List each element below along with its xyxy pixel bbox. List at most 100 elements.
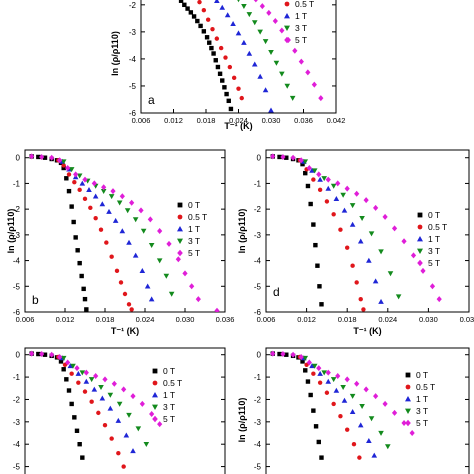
plot-frame [265, 347, 470, 474]
legend-marker [405, 396, 411, 402]
chart-panel-c: 0 -1 -2 -3 -4 -5 0 T 0.5 T 1 T 3 T 5 T [13, 347, 226, 474]
data-point [311, 371, 316, 376]
legend-entry: 1 T [188, 224, 200, 234]
data-point [345, 427, 350, 432]
data-point [71, 219, 76, 225]
y-tick-label: -5 [129, 82, 137, 91]
data-point [135, 426, 142, 432]
chart-panel-b: 0 -1 -2 -3 -4 -5 -60.006 0.012 0.018 0.024 0.030 0.… [6, 149, 234, 336]
data-point [280, 351, 286, 358]
data-point [74, 365, 80, 372]
legend-marker [152, 404, 158, 410]
data-point [100, 188, 107, 194]
series-1t [214, 0, 274, 113]
panel-label: b [32, 293, 39, 307]
data-point [319, 455, 324, 460]
legend-entry: 3 T [188, 236, 200, 246]
data-point [302, 159, 309, 165]
x-axis-label: T⁻¹ (K) [353, 326, 381, 336]
data-point [341, 397, 348, 403]
series-3t [60, 159, 175, 297]
data-point [359, 403, 365, 409]
data-point [182, 270, 188, 277]
data-point [217, 71, 223, 76]
data-point [69, 204, 74, 209]
series-3t [237, 0, 296, 101]
data-point [420, 267, 426, 274]
data-point [272, 18, 278, 25]
data-point [77, 187, 82, 193]
legend-entry: 1 T [416, 394, 428, 404]
data-point [246, 50, 253, 56]
data-point [60, 159, 67, 165]
data-point [305, 183, 311, 189]
series-5t [270, 350, 415, 437]
data-point [325, 378, 332, 384]
data-point [259, 3, 265, 10]
data-point [82, 389, 88, 394]
data-point [195, 296, 201, 303]
y-tick-label: -4 [129, 55, 137, 64]
legend-marker [152, 368, 158, 374]
x-tick-label: 0.018 [197, 116, 216, 125]
legend-marker [405, 372, 411, 378]
data-point [36, 154, 41, 160]
legend-entry: 0 T [416, 370, 428, 380]
data-point [130, 393, 136, 400]
legend-entry: 5 T [163, 414, 175, 424]
x-axis-label: T⁻¹ (K) [111, 326, 139, 336]
x-tick-label: 0.012 [297, 315, 316, 324]
series-1t [301, 355, 378, 458]
data-point [211, 51, 216, 56]
data-point [129, 307, 134, 312]
data-point [321, 176, 327, 182]
data-points [270, 350, 415, 460]
series-0t [270, 351, 324, 460]
data-point [313, 424, 319, 429]
data-point [61, 367, 66, 372]
legend-entry: 3 T [295, 23, 307, 33]
data-point [305, 69, 311, 76]
data-point [42, 352, 48, 357]
data-point [102, 422, 108, 428]
data-point [163, 273, 170, 279]
data-point [223, 55, 228, 60]
data-point [325, 176, 331, 183]
data-point [349, 221, 356, 227]
data-point [325, 369, 331, 376]
data-point [121, 464, 126, 469]
data-point [147, 216, 153, 223]
x-tick-label: 0.018 [96, 315, 115, 324]
data-point [303, 368, 308, 373]
data-point [157, 228, 163, 234]
data-point [218, 45, 224, 51]
x-tick-label: 0.012 [164, 116, 183, 125]
data-point [109, 436, 114, 441]
data-point [205, 17, 211, 22]
legend-entry: 0.5 T [428, 222, 447, 232]
data-point [436, 296, 442, 303]
legend-entry: 0.5 T [188, 212, 207, 222]
chart-panel-d: 0 -1 -2 -3 -4 -5 -60.006 0.012 0.018 0.024 0.030 0.… [237, 149, 474, 336]
data-point [298, 353, 304, 360]
data-point [292, 47, 298, 54]
y-tick-label: -3 [129, 28, 137, 37]
data-point [395, 294, 402, 300]
y-tick-label: -3 [13, 418, 21, 427]
data-point [201, 8, 207, 13]
data-points [270, 153, 442, 312]
data-point [230, 20, 236, 26]
legend-entry: 5 T [428, 258, 440, 268]
data-point [67, 363, 74, 369]
data-point [148, 242, 155, 248]
data-point [66, 188, 72, 194]
data-point [300, 161, 305, 167]
data-point [73, 235, 78, 240]
data-point [306, 359, 312, 366]
legend-entry: 5 T [188, 248, 200, 258]
y-tick-label: -5 [13, 282, 21, 291]
data-point [373, 393, 379, 400]
data-point [66, 172, 72, 177]
data-point [266, 9, 272, 16]
data-point [354, 380, 360, 387]
